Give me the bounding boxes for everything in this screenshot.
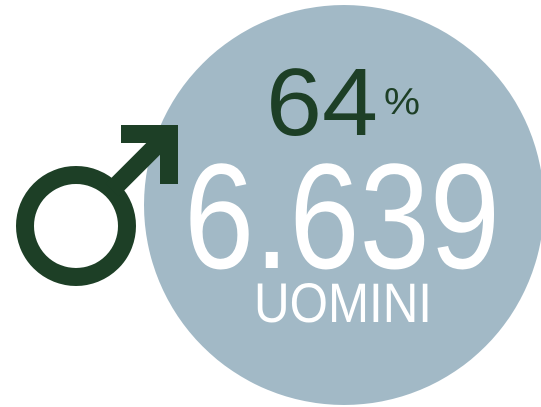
male-symbol-arrowhead xyxy=(121,125,178,184)
share-unit: % xyxy=(384,81,420,123)
male-symbol xyxy=(16,125,178,286)
share-number: 64 xyxy=(266,49,378,156)
count: 6.639 xyxy=(184,132,500,300)
male-symbol-ring xyxy=(16,166,136,286)
background-circle xyxy=(144,5,541,405)
male-symbol-shaft xyxy=(105,130,172,197)
label: UOMINI xyxy=(254,271,432,334)
